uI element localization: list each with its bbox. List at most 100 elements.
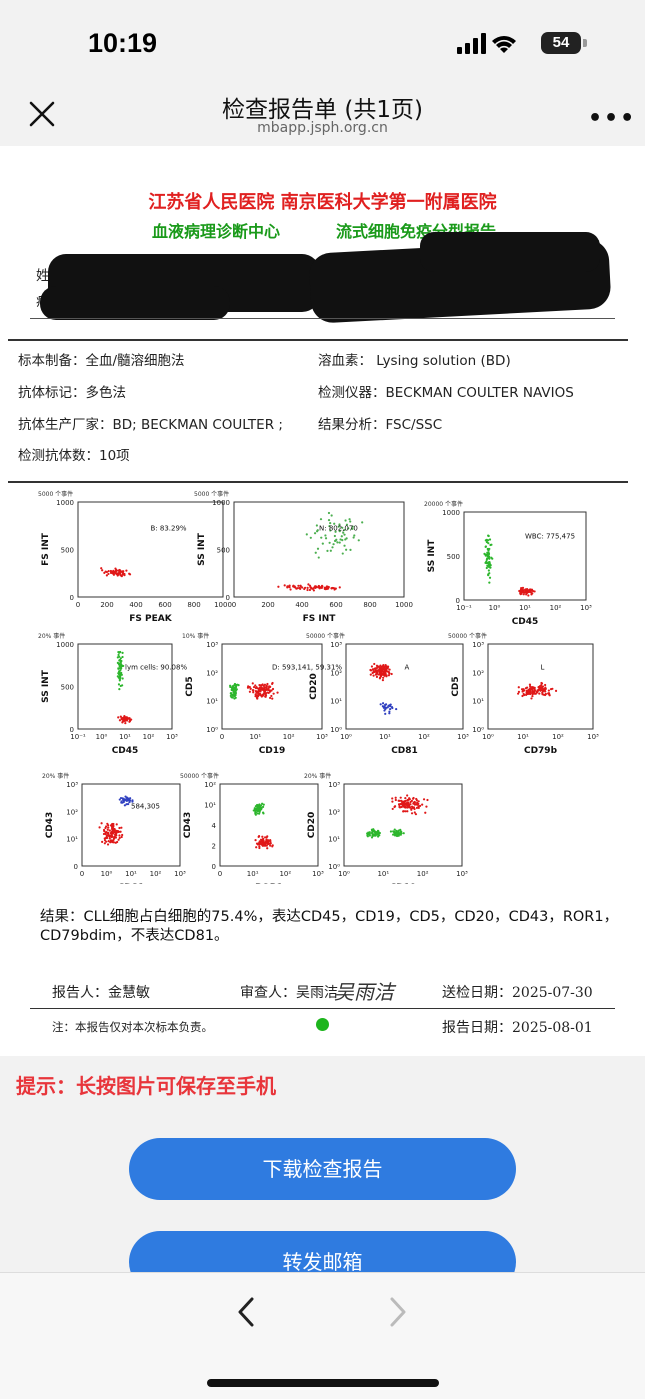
event-dot — [351, 525, 354, 528]
event-dot — [251, 682, 254, 685]
event-dot — [127, 802, 130, 806]
y-tick-label: 10³ — [206, 641, 218, 649]
plot-panel: 20% 事件 10⁰ 10¹ 10² 10³ 10³ 10² 10¹ 10⁰ CD19 CD20 — [304, 772, 468, 884]
report-date: 报告日期：2025-08-01 — [442, 1020, 593, 1036]
report-image[interactable]: 江苏省人民医院 南京医科大学第一附属医院 血液病理诊断中心 流式细胞免疫分型报告… — [0, 146, 645, 1056]
event-dot — [305, 533, 308, 536]
event-dot — [105, 830, 108, 834]
y-tick-label: 10² — [66, 808, 78, 816]
event-dot — [301, 586, 304, 589]
forward-icon[interactable] — [384, 1295, 412, 1329]
event-dot — [541, 690, 545, 693]
x-tick-label: 10⁻¹ — [456, 604, 472, 612]
event-dot — [347, 527, 350, 530]
plot-header: 5000 个事件 — [194, 490, 229, 498]
plot-header: 5000 个事件 — [38, 490, 73, 498]
event-dot — [117, 653, 120, 657]
x-tick-label: 600 — [329, 601, 342, 609]
event-dot — [309, 586, 312, 589]
status-bar: 10:19 54 — [0, 0, 645, 88]
y-tick-label: 10¹ — [472, 698, 484, 706]
event-dot — [487, 565, 490, 568]
event-dot — [299, 587, 302, 591]
event-dot — [491, 557, 494, 560]
event-dot — [121, 833, 124, 837]
download-report-button[interactable]: 下载检查报告 — [129, 1138, 516, 1200]
event-dot — [489, 563, 492, 567]
event-dot — [129, 797, 132, 800]
back-icon[interactable] — [232, 1295, 260, 1329]
event-dot — [252, 689, 255, 692]
event-dot — [485, 566, 488, 570]
x-tick-label: 10³ — [316, 733, 328, 741]
divider — [8, 481, 628, 483]
x-axis-label: CD45 — [512, 617, 539, 627]
event-dot — [529, 692, 532, 696]
event-dot — [289, 588, 292, 591]
home-indicator — [207, 1379, 439, 1387]
save-tip: 提示：长按图片可保存至手机 — [16, 1074, 276, 1098]
y-axis-label: SS INT — [41, 669, 51, 703]
event-dot — [277, 585, 280, 588]
y-tick-label: 10⁰ — [328, 863, 340, 871]
x-tick-label: 0 — [76, 601, 80, 609]
signature: 吴雨洁 — [334, 980, 394, 1004]
event-dot — [307, 583, 310, 586]
event-dot — [114, 833, 117, 836]
plot-frame — [463, 511, 587, 601]
x-tick-label: 10² — [417, 870, 429, 878]
y-tick-label: 0 — [226, 594, 230, 602]
y-tick-label: 10² — [328, 808, 340, 816]
event-dot — [382, 667, 385, 670]
status-time: 10:19 — [88, 28, 158, 58]
event-dot — [487, 542, 490, 545]
event-dot — [352, 536, 355, 539]
event-dot — [120, 826, 123, 829]
more-icon[interactable]: ••• — [588, 106, 637, 131]
event-dot — [265, 840, 268, 843]
y-axis-label: CD20 — [309, 673, 319, 700]
event-dot — [262, 803, 265, 806]
event-dot — [296, 587, 299, 590]
y-tick-label: 2 — [212, 843, 216, 851]
event-dot — [122, 570, 125, 573]
x-axis-label: CD81 — [118, 883, 145, 884]
event-dot — [266, 835, 269, 838]
y-tick-label: 10⁰ — [206, 726, 218, 734]
close-icon[interactable] — [26, 98, 58, 130]
event-dot — [375, 667, 378, 670]
x-axis-label: FS PEAK — [129, 614, 172, 624]
reviewer: 审查人：吴雨洁 — [240, 985, 338, 1001]
y-tick-label: 10¹ — [66, 836, 78, 844]
event-dot — [404, 799, 407, 803]
event-dot — [371, 830, 374, 834]
event-dot — [389, 703, 392, 706]
x-tick-label: 10⁰ — [340, 733, 352, 741]
event-dot — [389, 707, 392, 711]
event-dot — [237, 684, 240, 687]
event-dot — [521, 694, 524, 698]
event-dot — [122, 664, 125, 668]
x-tick-label: 10³ — [312, 870, 324, 878]
event-dot — [393, 831, 396, 834]
event-dot — [488, 581, 491, 584]
event-dot — [262, 687, 266, 690]
x-tick-label: 10¹ — [125, 870, 137, 878]
plot-panel: 20% 事件 10⁻¹ 10⁰ 10¹ 10² 10³ 1000 500 0 CD45 SS INT… — [38, 632, 187, 756]
event-dot — [316, 529, 319, 532]
event-dot — [533, 687, 536, 691]
event-dot — [229, 684, 232, 687]
event-dot — [338, 530, 341, 533]
event-dot — [381, 672, 385, 675]
event-dot — [129, 799, 132, 802]
event-dot — [524, 687, 528, 690]
event-dot — [344, 538, 347, 541]
x-tick-label: 10¹ — [377, 870, 389, 878]
divider — [30, 318, 615, 319]
event-dot — [107, 572, 110, 576]
event-dot — [489, 566, 492, 569]
y-axis-label: CD20 — [307, 812, 317, 839]
x-tick-label: 1000 — [214, 601, 232, 609]
event-dot — [269, 844, 272, 847]
event-dot — [400, 799, 403, 802]
